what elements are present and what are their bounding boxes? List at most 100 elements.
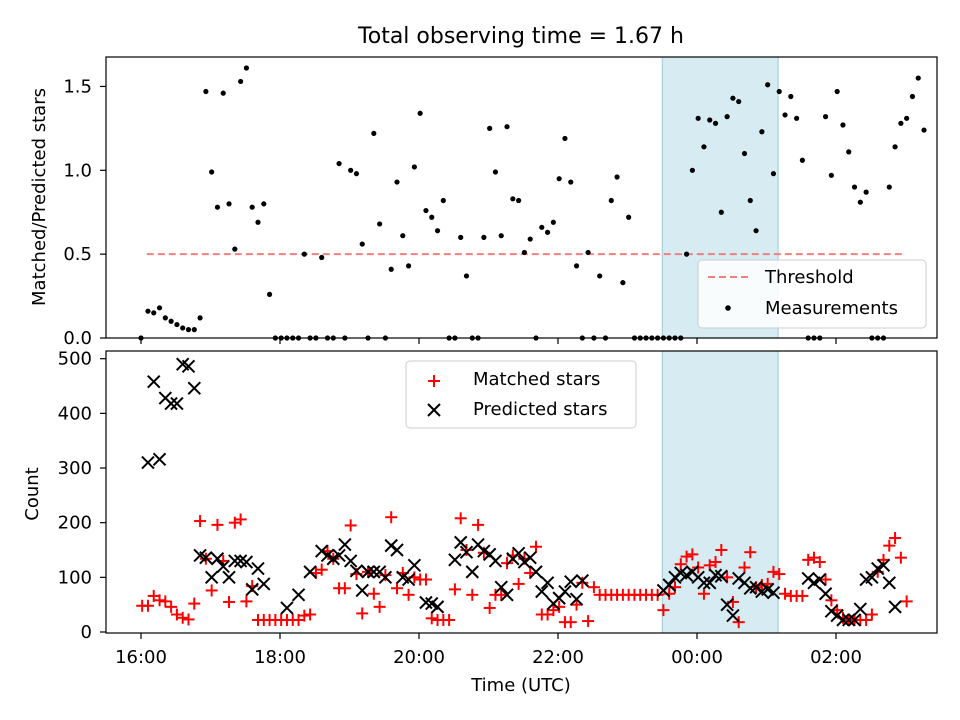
predicted-star-marker — [361, 565, 375, 579]
measurement-point — [724, 114, 730, 120]
predicted-star-marker — [239, 555, 254, 569]
measurement-point — [463, 273, 470, 279]
matched-star-marker — [773, 568, 786, 581]
measurement-point — [168, 318, 174, 324]
predicted-star-marker — [181, 359, 196, 374]
measurement-point — [921, 127, 927, 133]
predicted-star-marker — [407, 558, 422, 573]
matched-star-marker — [582, 615, 595, 628]
x-tick-label: 02:00 — [810, 647, 862, 668]
top-y-tick-label: 1.0 — [63, 160, 92, 181]
bottom-y-tick-label: 200 — [58, 513, 92, 534]
top-plot-frame — [105, 56, 938, 339]
matched-star-marker — [529, 540, 542, 553]
predicted-marker-b — [204, 570, 219, 585]
predicted-star-marker — [245, 582, 259, 597]
measurement-point — [718, 209, 724, 215]
x-tick-label: 16:00 — [115, 647, 167, 668]
predicted-star-marker — [749, 580, 763, 594]
measurement-point — [712, 120, 719, 126]
predicted-marker-b — [575, 573, 590, 588]
predicted-star-marker — [876, 558, 891, 573]
legend-predicted-label: Predicted stars — [473, 399, 607, 420]
matched-star-marker — [495, 588, 508, 601]
predicted-marker-b — [836, 613, 850, 627]
legend-matched-label: Matched stars — [473, 369, 600, 390]
matched-stars-points — [136, 511, 913, 629]
predicted-marker-b — [500, 588, 514, 602]
predicted-marker-b — [355, 583, 369, 598]
measurement-point — [614, 174, 620, 180]
matched-star-marker — [796, 589, 809, 602]
x-axis-label: Time (UTC) — [470, 675, 571, 696]
measurement-point — [151, 310, 157, 316]
predicted-marker-b — [419, 595, 433, 610]
measurement-point — [863, 189, 869, 195]
measurement-point — [492, 169, 499, 175]
matched-star-marker — [564, 616, 577, 629]
measurement-point — [238, 78, 244, 85]
matched-star-marker — [385, 511, 398, 524]
measurement-point — [434, 228, 441, 234]
predicted-star-marker — [842, 613, 856, 627]
predicted-marker-b — [569, 592, 584, 606]
measurement-point — [898, 120, 904, 126]
matched-star-marker — [194, 515, 207, 528]
predicted-star-marker — [401, 572, 416, 587]
predicted-marker-b — [396, 570, 410, 585]
predicted-star-marker — [853, 602, 868, 616]
measurement-point — [481, 234, 487, 240]
matched-star-marker — [738, 561, 751, 574]
predicted-star-marker — [228, 554, 242, 568]
measurement-point — [377, 221, 383, 227]
predicted-star-marker — [314, 544, 329, 558]
measurement-point — [319, 254, 325, 261]
predicted-marker-b — [830, 608, 844, 623]
measurement-point — [174, 321, 180, 328]
predicted-star-marker — [564, 575, 578, 589]
measurement-point — [185, 327, 192, 333]
matched-star-marker — [501, 557, 514, 570]
measurement-point — [516, 197, 522, 204]
measurement-point — [203, 88, 209, 95]
measurement-point — [799, 157, 806, 163]
matched-star-marker — [419, 573, 432, 586]
predicted-marker-b — [222, 570, 236, 585]
predicted-star-marker — [251, 561, 265, 576]
bottom-plot-frame — [105, 350, 938, 634]
measurement-point — [886, 184, 892, 190]
measurement-point — [556, 176, 562, 182]
measurement-point — [232, 246, 238, 252]
predicted-star-marker — [703, 576, 717, 590]
predicted-star-marker — [529, 565, 543, 579]
predicted-marker-b — [378, 570, 393, 585]
predicted-marker-b — [842, 613, 856, 627]
predicted-star-marker — [338, 537, 352, 552]
predicted-star-marker — [430, 600, 445, 614]
matched-star-marker — [153, 594, 166, 607]
matched-star-marker — [686, 548, 699, 561]
measurement-point — [904, 115, 910, 121]
measurement-point — [405, 263, 412, 269]
measurement-point — [348, 167, 354, 173]
bottom-y-tick-label: 300 — [58, 458, 92, 479]
predicted-star-marker — [523, 550, 537, 565]
measurement-point — [857, 199, 863, 205]
predicted-marker-b — [703, 576, 717, 590]
predicted-marker-b — [482, 547, 497, 562]
predicted-marker-b — [390, 543, 404, 557]
predicted-star-marker — [355, 583, 369, 598]
predicted-star-marker — [152, 452, 167, 466]
predicted-star-marker — [830, 608, 844, 623]
measurement-point — [707, 117, 713, 123]
measurement-point — [689, 167, 695, 173]
predicted-star-marker — [448, 553, 462, 567]
measurement-point — [776, 88, 782, 95]
measurement-point — [828, 172, 834, 178]
predicted-star-marker — [540, 576, 555, 590]
predicted-marker-b — [245, 582, 259, 597]
predicted-marker-b — [228, 554, 242, 568]
predicted-star-marker — [257, 577, 271, 591]
matched-star-marker — [587, 581, 600, 594]
